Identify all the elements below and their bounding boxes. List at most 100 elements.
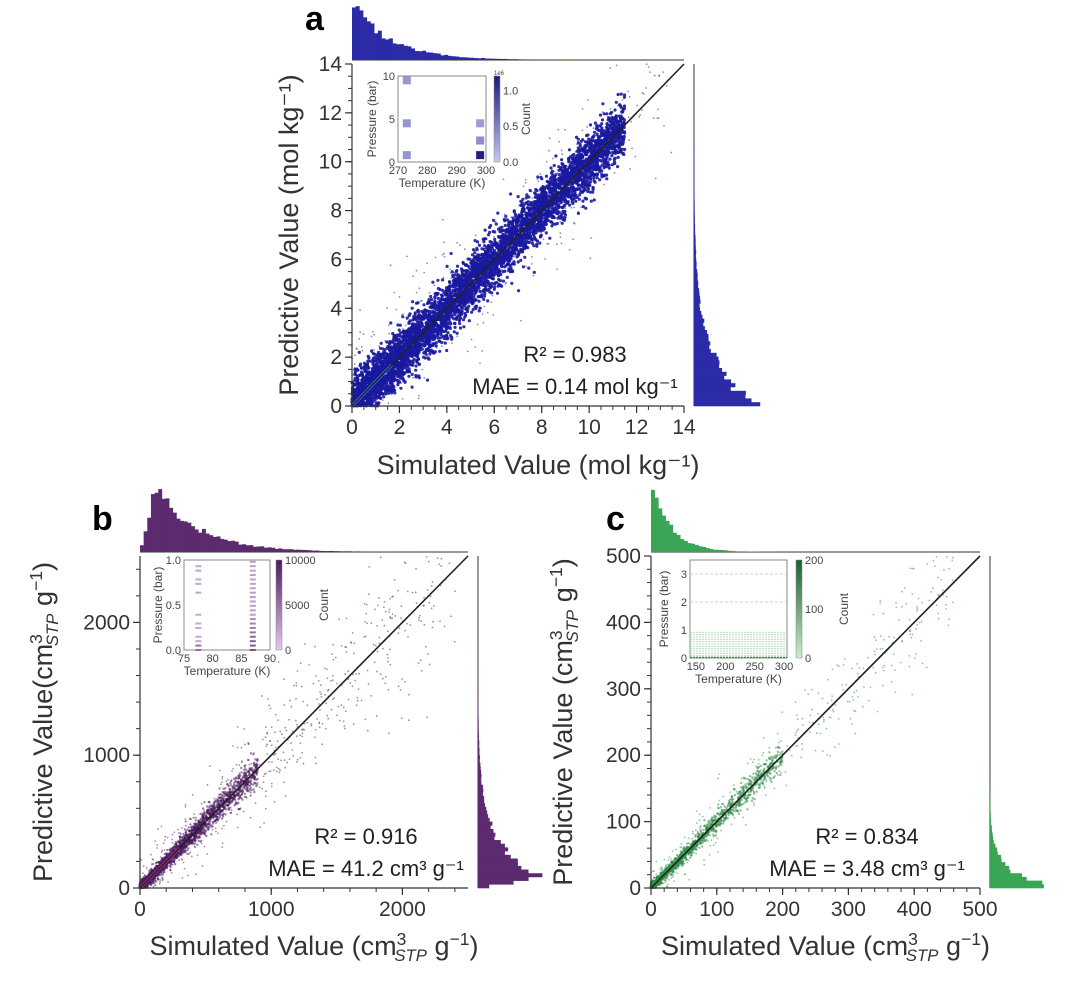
data-point — [443, 301, 448, 305]
data-point — [532, 270, 536, 274]
data-point — [486, 299, 490, 303]
data-point — [600, 118, 605, 122]
data-point — [598, 178, 602, 182]
data-point — [593, 130, 597, 134]
data-point — [482, 240, 486, 244]
data-point — [503, 223, 507, 228]
data-point — [410, 306, 414, 310]
data-point — [601, 155, 605, 159]
data-point — [380, 383, 384, 387]
data-point — [513, 246, 517, 250]
data-point — [381, 347, 385, 351]
data-point — [525, 193, 529, 197]
data-point — [363, 380, 367, 384]
data-point — [607, 145, 611, 149]
data-point — [478, 289, 482, 294]
data-point — [386, 391, 391, 395]
data-point — [394, 371, 399, 375]
data-point — [457, 314, 462, 318]
data-point — [564, 164, 568, 168]
data-point — [552, 175, 556, 179]
data-point — [512, 210, 516, 214]
data-point — [420, 309, 424, 313]
data-point — [523, 255, 527, 259]
data-point — [396, 367, 400, 371]
data-point — [532, 232, 536, 236]
data-point — [527, 195, 531, 199]
data-point — [385, 362, 389, 366]
data-point — [511, 216, 515, 220]
data-point — [484, 277, 488, 281]
data-point — [441, 323, 445, 327]
data-point — [497, 246, 501, 250]
data-point — [580, 185, 584, 189]
data-point — [596, 158, 601, 162]
data-point — [542, 194, 547, 198]
data-point — [613, 161, 617, 166]
data-point — [403, 355, 407, 360]
data-point — [448, 284, 452, 288]
data-point — [585, 151, 589, 155]
data-point — [441, 278, 445, 282]
data-point — [412, 357, 416, 361]
data-point — [552, 188, 556, 192]
data-point — [405, 316, 409, 320]
data-point — [549, 188, 553, 192]
data-point — [414, 368, 418, 372]
data-point — [556, 216, 560, 220]
data-point — [595, 164, 600, 168]
data-point — [510, 281, 514, 285]
data-point — [561, 173, 565, 177]
data-point — [581, 205, 585, 209]
data-point — [548, 181, 552, 185]
data-point — [414, 348, 418, 352]
data-point — [549, 220, 553, 224]
data-point — [480, 247, 484, 251]
data-point — [566, 176, 571, 180]
data-point — [480, 295, 484, 299]
data-point — [470, 268, 474, 272]
data-point — [455, 283, 459, 287]
data-point — [512, 243, 517, 247]
data-point — [550, 224, 554, 228]
data-point — [396, 375, 400, 379]
data-point — [412, 345, 416, 349]
data-point — [530, 212, 534, 216]
data-point — [447, 309, 451, 313]
data-point — [448, 321, 452, 325]
data-point — [584, 143, 588, 147]
data-point — [606, 153, 610, 157]
data-point — [622, 136, 626, 140]
data-point — [420, 324, 425, 328]
data-point — [517, 250, 521, 254]
data-point — [424, 341, 428, 345]
data-point — [476, 259, 480, 263]
data-point — [459, 311, 463, 315]
data-point — [424, 321, 428, 325]
data-point — [373, 352, 377, 356]
data-point — [616, 155, 620, 159]
data-point — [502, 217, 506, 222]
data-point — [489, 256, 493, 261]
data-point — [431, 342, 435, 346]
data-point — [528, 234, 532, 238]
data-point — [532, 235, 537, 239]
data-point — [483, 263, 487, 267]
data-point — [416, 315, 420, 319]
data-point — [386, 386, 390, 390]
data-point — [399, 386, 403, 390]
data-point — [431, 280, 435, 284]
data-point — [548, 209, 552, 213]
data-point — [504, 230, 508, 234]
data-point — [389, 321, 393, 325]
data-point — [477, 299, 481, 303]
data-point — [601, 102, 605, 106]
data-point — [474, 290, 478, 295]
data-point — [450, 335, 454, 339]
data-point — [622, 118, 627, 122]
data-point — [443, 298, 447, 302]
data-point — [585, 182, 589, 186]
data-point — [402, 372, 406, 376]
data-point — [541, 213, 546, 217]
data-point — [371, 359, 375, 364]
